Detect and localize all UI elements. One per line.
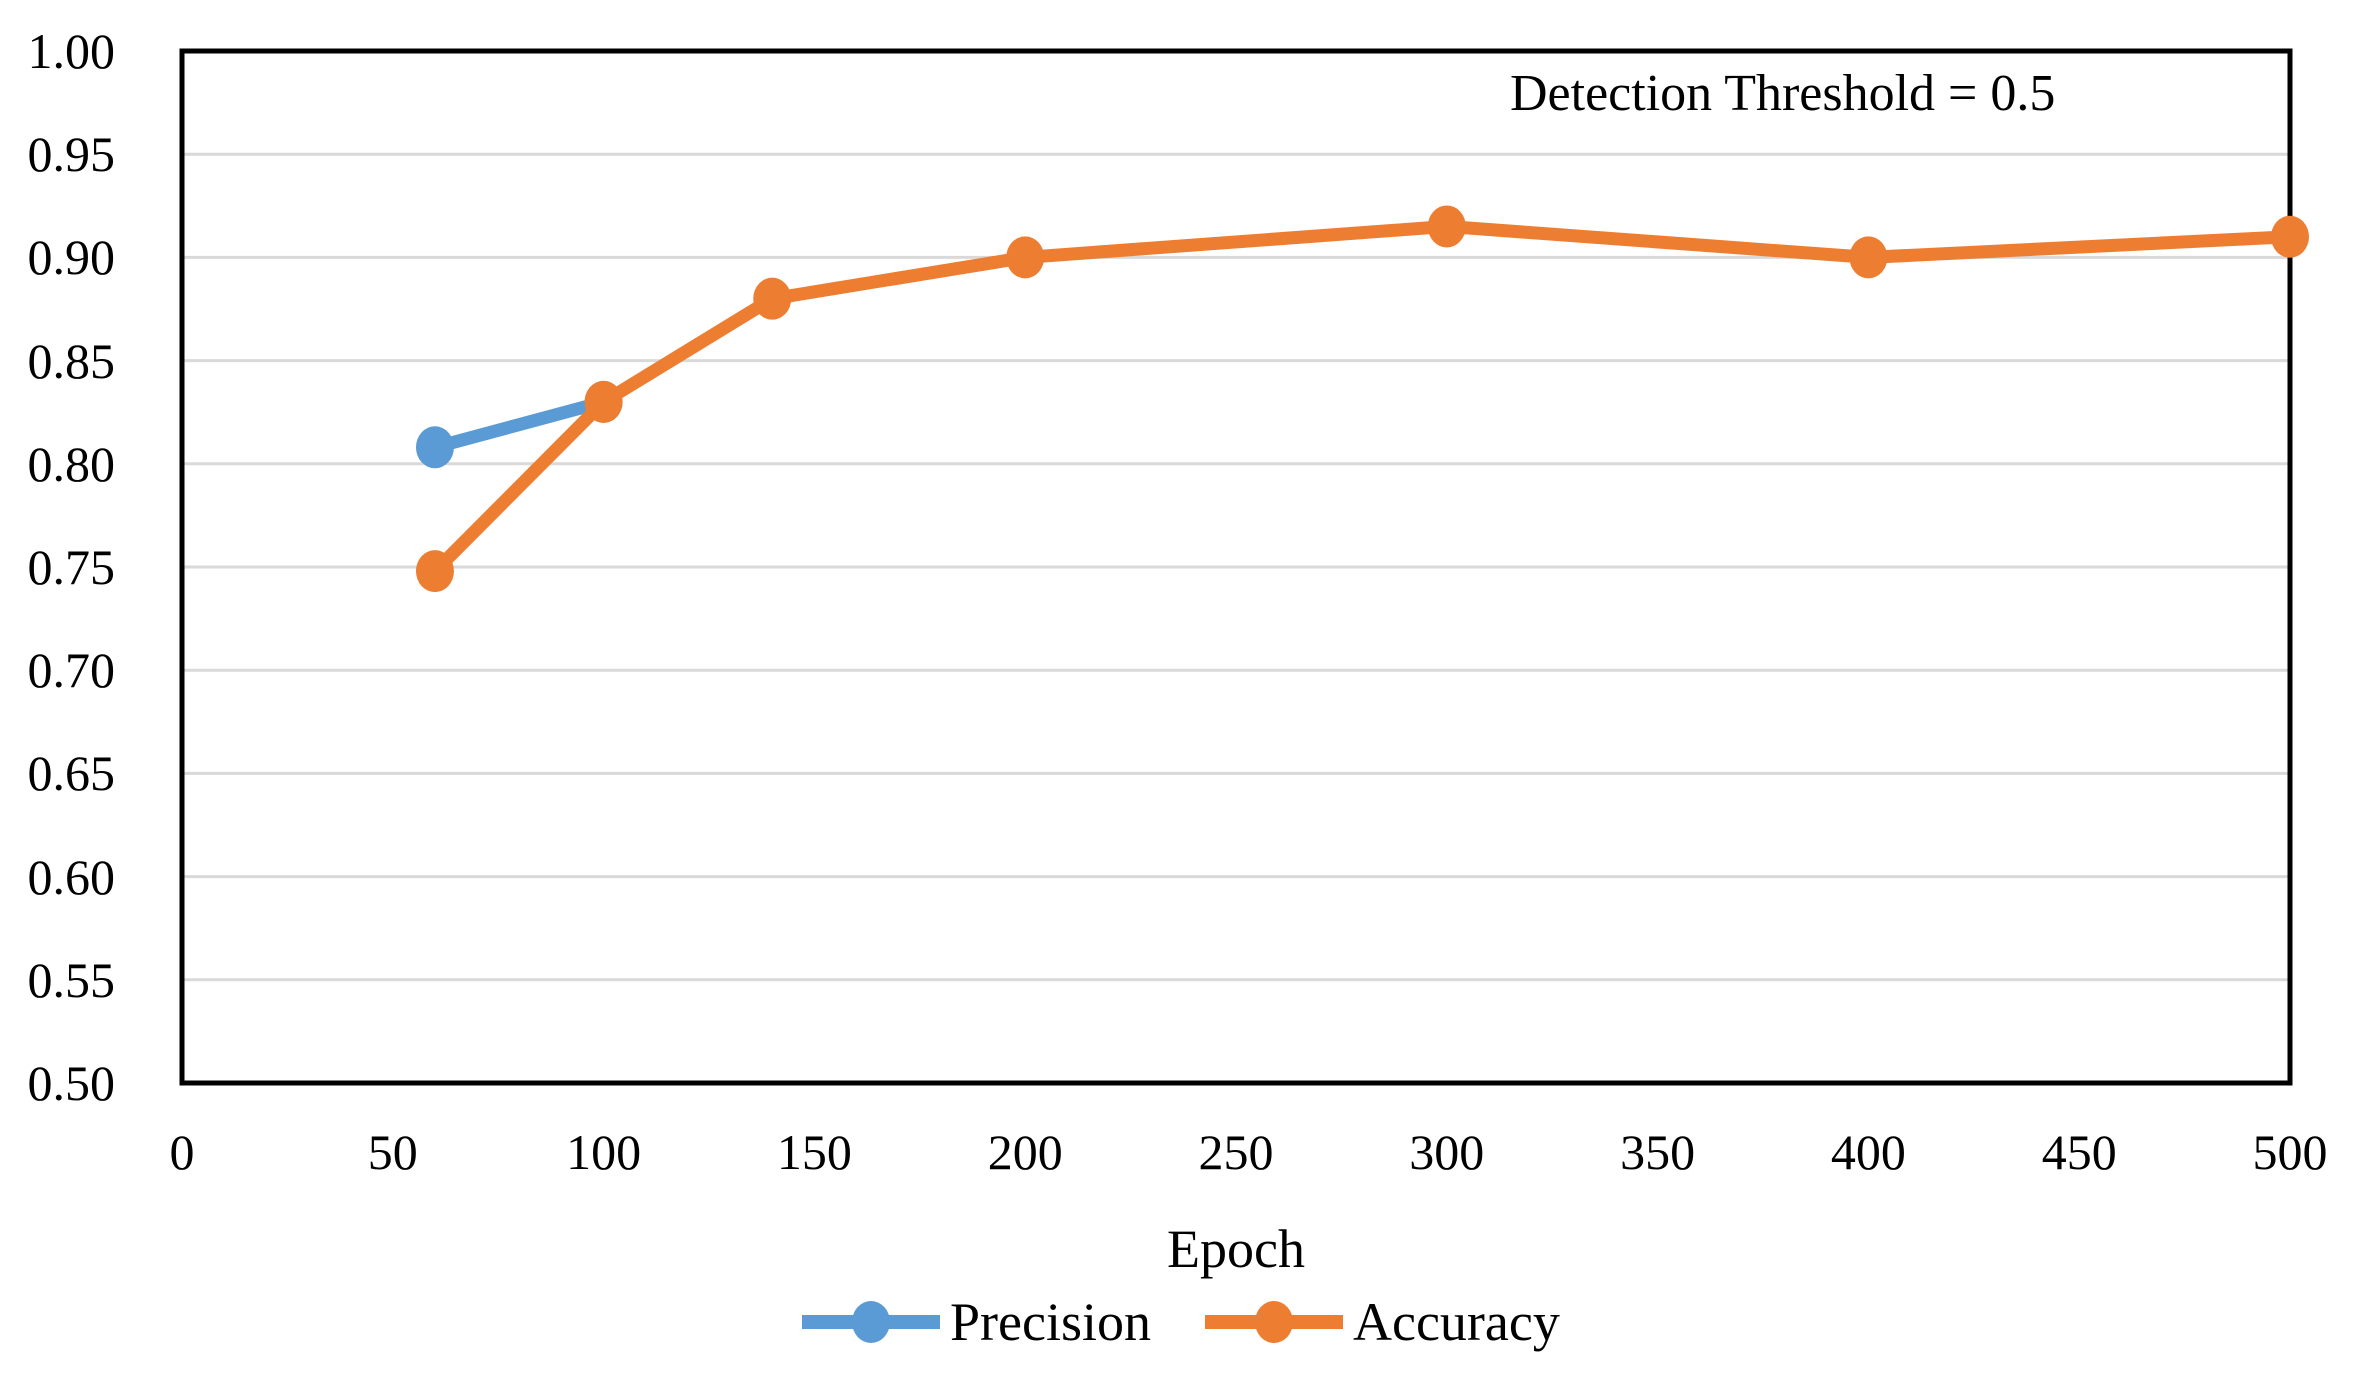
series-marker-accuracy [2271, 215, 2309, 258]
x-tick-label: 500 [2252, 1124, 2328, 1180]
y-tick-label: 0.65 [27, 745, 116, 802]
annotation-detection-threshold: Detection Threshold = 0.5 [1510, 65, 2056, 122]
x-axis-title: Epoch [1167, 1219, 1305, 1279]
series-marker-accuracy [1849, 236, 1888, 279]
x-tick-label: 400 [1830, 1124, 1906, 1180]
y-tick-label: 0.70 [27, 642, 116, 699]
legend-item-precision: Precision [800, 1292, 1151, 1352]
y-tick-label: 1.00 [27, 23, 116, 79]
x-tick-label: 300 [1409, 1124, 1485, 1180]
legend: Precision Accuracy [800, 1292, 1560, 1352]
x-tick-label: 100 [566, 1124, 642, 1180]
series-marker-precision [415, 426, 454, 469]
plot-border [179, 48, 2293, 1086]
series-marker-accuracy [584, 380, 623, 423]
series-line-precision [428, 395, 611, 454]
y-tick-label: 0.80 [27, 435, 116, 492]
x-tick-label: 0 [169, 1124, 195, 1180]
legend-label-precision: Precision [950, 1292, 1151, 1352]
y-tick-label: 0.90 [27, 229, 116, 286]
y-tick-label: 0.85 [27, 332, 116, 389]
series-marker-accuracy [415, 550, 454, 593]
accuracy-line-marker-icon [1204, 1301, 1343, 1343]
x-tick-label: 450 [2041, 1124, 2117, 1180]
y-tick-label: 0.50 [27, 1055, 116, 1111]
series-marker-accuracy [1427, 205, 1466, 248]
y-tick-label: 0.55 [27, 951, 116, 1008]
x-tick-label: 200 [987, 1124, 1063, 1180]
series-line-accuracy [428, 219, 2297, 578]
x-tick-label: 150 [776, 1124, 852, 1180]
precision-line-marker-icon [802, 1301, 940, 1343]
y-tick-label: 0.75 [27, 539, 116, 595]
series-marker-accuracy [1006, 236, 1045, 279]
legend-item-accuracy: Accuracy [1203, 1292, 1560, 1352]
series-marker-accuracy [753, 277, 792, 320]
x-tick-label: 50 [367, 1124, 418, 1180]
y-tick-label: 0.95 [27, 126, 116, 183]
x-tick-label: 350 [1620, 1124, 1696, 1180]
legend-label-accuracy: Accuracy [1352, 1292, 1560, 1352]
x-tick-label: 250 [1198, 1124, 1274, 1180]
y-tick-label: 0.60 [27, 848, 116, 905]
